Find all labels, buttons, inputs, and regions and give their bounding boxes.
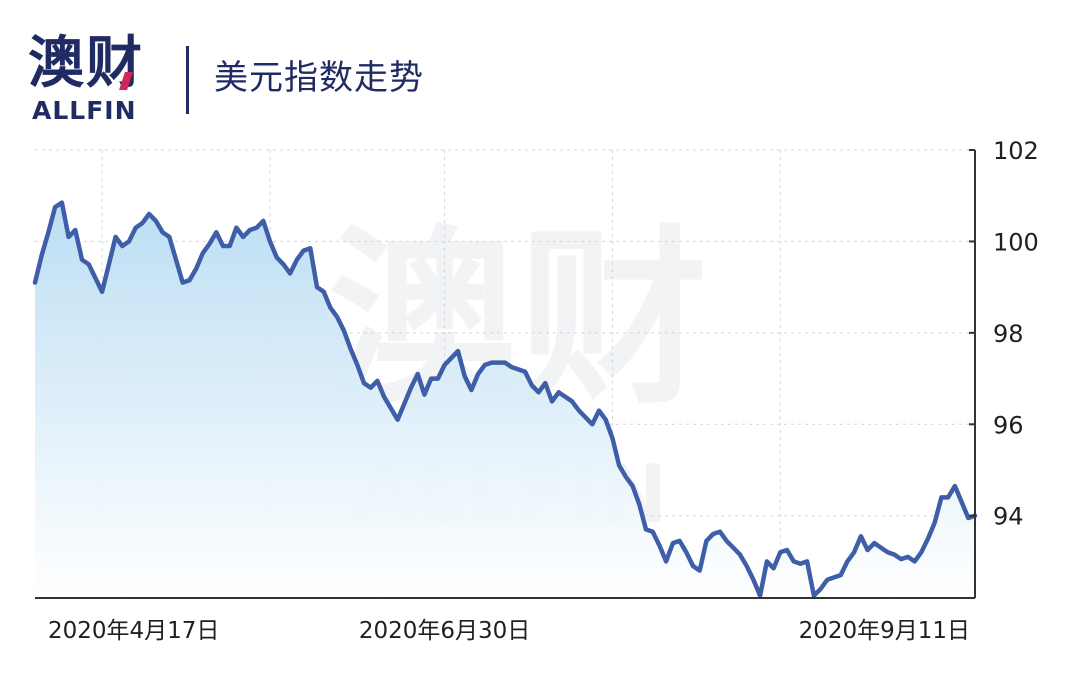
x-tick-label-2: 2020年9月11日: [799, 618, 970, 644]
logo-english: ALLFIN: [32, 96, 137, 125]
x-tick-label-0: 2020年4月17日: [48, 618, 219, 644]
series-line: [32, 200, 978, 598]
y-tick-label-102: 102: [993, 137, 1039, 165]
y-tick-label-96: 96: [993, 411, 1024, 439]
y-tick-label-94: 94: [993, 503, 1024, 531]
header-divider: [186, 46, 189, 114]
y-tick-label-100: 100: [993, 228, 1039, 256]
header: 澳财 ALLFIN 美元指数走势: [28, 28, 728, 128]
page-title: 美元指数走势: [214, 58, 424, 98]
y-axis-ticks: 94 96 98 100 102: [969, 137, 1039, 531]
x-tick-label-1: 2020年6月30日: [359, 618, 530, 644]
line-layer: [32, 200, 978, 598]
axes: [35, 150, 976, 599]
y-tick-label-98: 98: [993, 320, 1024, 348]
x-axis-ticks: 2020年4月17日 2020年6月30日 2020年9月11日: [48, 618, 970, 644]
area-fill-layer: [35, 202, 975, 598]
series-area-fill: [35, 202, 975, 598]
